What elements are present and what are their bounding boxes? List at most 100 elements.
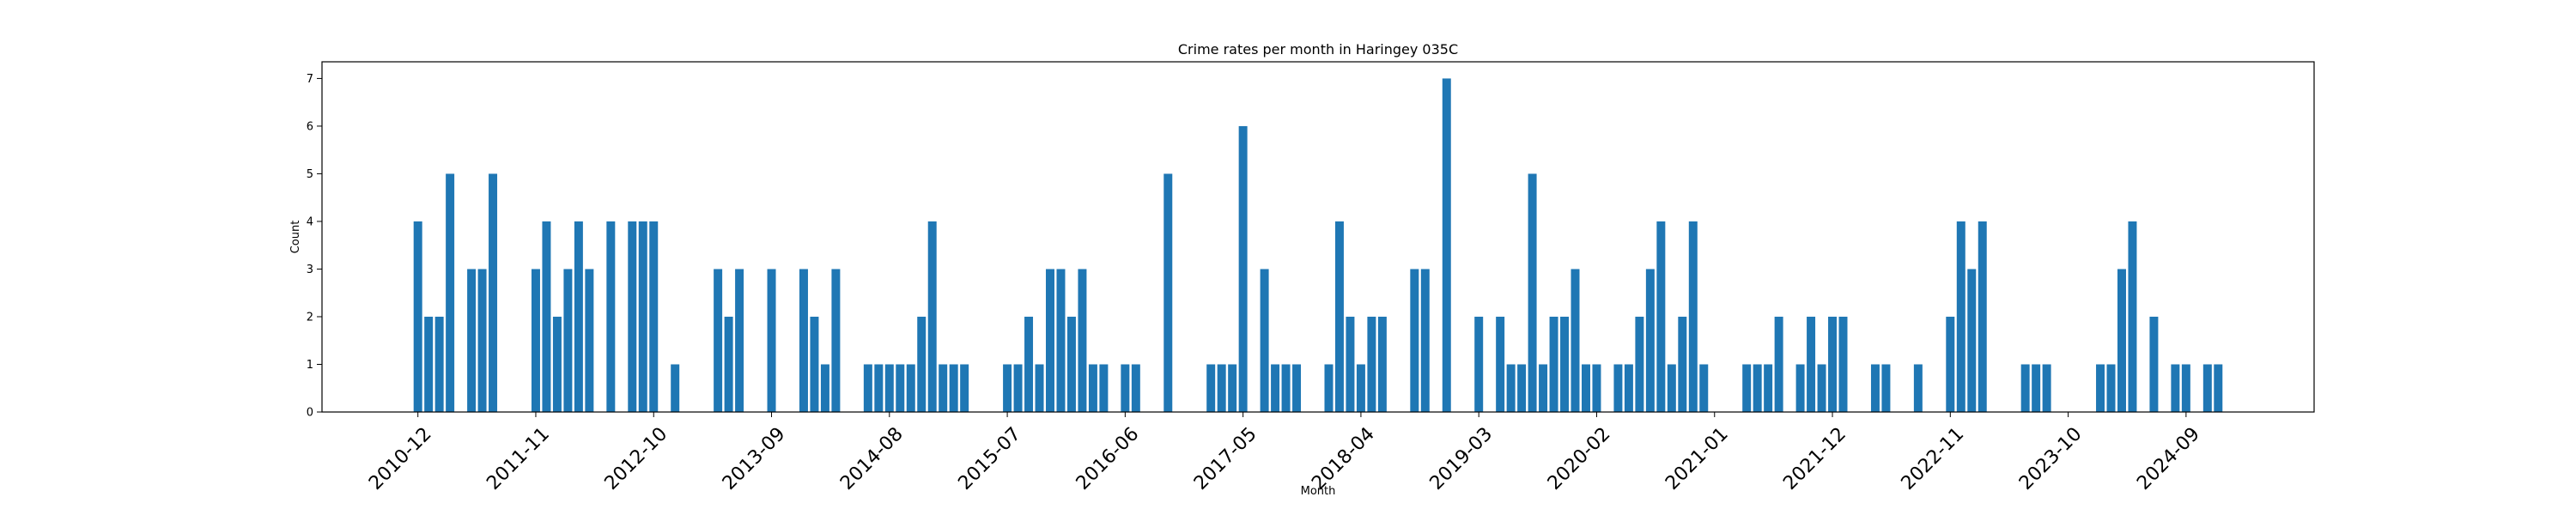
y-axis: 0 1 2 3 4 5 6 7: [307, 73, 322, 420]
bar-2021-09: [1795, 364, 1805, 412]
bar-2011-06: [477, 269, 487, 412]
bar-2024-11: [2202, 364, 2212, 412]
bar-2015-08: [1013, 364, 1023, 412]
bar-2012-09: [638, 221, 647, 412]
bar-2012-06: [606, 221, 616, 412]
bar-2013-12: [799, 269, 808, 412]
bar-2013-04: [714, 269, 723, 412]
bar-2019-11: [1560, 316, 1570, 412]
bar-2018-06: [1377, 316, 1387, 412]
bar-2017-03: [1217, 364, 1226, 412]
bar-2015-10: [1035, 364, 1044, 412]
bar-2023-07: [2032, 364, 2041, 412]
y-tick-label: 5: [307, 168, 313, 181]
bar-2019-06: [1506, 364, 1516, 412]
bar-2024-09: [2181, 364, 2190, 412]
bar-2012-01: [552, 316, 562, 412]
bar-2012-12: [671, 364, 680, 412]
bar-2021-04: [1742, 364, 1752, 412]
bar-2023-01: [1967, 269, 1977, 412]
bar-2017-10: [1292, 364, 1302, 412]
y-tick-label: 3: [307, 264, 313, 276]
x-tick-label: 2016-06: [1072, 423, 1144, 494]
bar-2016-04: [1099, 364, 1109, 412]
x-tick-label: 2024-09: [2133, 423, 2204, 494]
bar-2018-10: [1420, 269, 1430, 412]
bar-2020-11: [1688, 221, 1698, 412]
bar-2020-08: [1656, 221, 1666, 412]
x-tick-label: 2020-02: [1544, 423, 1615, 494]
x-tick-label: 2014-08: [836, 423, 908, 494]
bar-2017-05: [1238, 125, 1248, 412]
bar-2020-10: [1678, 316, 1687, 412]
bar-2019-03: [1474, 316, 1484, 412]
bar-2016-01: [1066, 316, 1076, 412]
bar-2015-09: [1024, 316, 1034, 412]
bar-2017-04: [1228, 364, 1237, 412]
bar-2019-05: [1496, 316, 1505, 412]
bar-2010-12: [413, 221, 422, 412]
bar-2021-05: [1753, 364, 1762, 412]
x-tick-label: 2021-12: [1779, 423, 1850, 494]
bar-2022-01: [1838, 316, 1848, 412]
y-tick-label: 6: [307, 120, 313, 133]
chart-title: Crime rates per month in Haringey 035C: [1178, 41, 1458, 58]
bar-2015-07: [1003, 364, 1012, 412]
bars-group: [413, 78, 2223, 413]
x-tick-label: 2022-11: [1898, 423, 1969, 494]
y-tick-label: 4: [307, 215, 313, 228]
bar-2014-02: [820, 364, 829, 412]
bar-2018-01: [1324, 364, 1334, 412]
bar-2021-11: [1817, 364, 1826, 412]
bar-2019-12: [1571, 269, 1580, 412]
bar-2024-06: [2149, 316, 2159, 412]
x-tick-label: 2017-05: [1190, 423, 1261, 494]
bar-2014-12: [927, 221, 937, 412]
bar-2015-12: [1056, 269, 1066, 412]
x-tick-label: 2012-10: [601, 423, 672, 494]
x-tick-label: 2011-11: [483, 423, 554, 494]
bar-2019-10: [1549, 316, 1558, 412]
bar-2022-05: [1881, 364, 1891, 412]
bar-2021-07: [1774, 316, 1783, 412]
bar-2016-02: [1078, 269, 1087, 412]
bar-2012-08: [628, 221, 637, 412]
x-tick-label: 2021-01: [1662, 423, 1733, 494]
bar-2012-04: [585, 269, 594, 412]
bar-2020-02: [1592, 364, 1601, 412]
bar-2020-01: [1582, 364, 1590, 412]
x-tick-label: 2018-04: [1308, 423, 1379, 494]
bar-2014-07: [874, 364, 884, 412]
bar-2017-07: [1260, 269, 1269, 412]
bar-2021-12: [1828, 316, 1838, 412]
bar-2013-09: [767, 269, 776, 412]
bar-2024-02: [2106, 364, 2116, 412]
x-axis-label: Month: [1301, 485, 1336, 498]
bar-2011-11: [531, 269, 540, 412]
bar-2014-01: [810, 316, 819, 412]
bar-2014-11: [917, 316, 927, 412]
bar-2014-08: [884, 364, 894, 412]
bar-2017-02: [1206, 364, 1216, 412]
bar-2020-04: [1613, 364, 1623, 412]
x-tick-label: 2010-12: [365, 423, 436, 494]
bar-2022-04: [1870, 364, 1880, 412]
bar-2020-07: [1645, 269, 1655, 412]
bar-2011-02: [434, 316, 444, 412]
bar-2018-12: [1442, 78, 1451, 413]
x-tick-label: 2019-03: [1426, 423, 1498, 494]
y-axis-label: Count: [289, 221, 302, 254]
bar-2018-04: [1356, 364, 1365, 412]
bar-2016-03: [1088, 364, 1097, 412]
bar-2022-11: [1946, 316, 1955, 412]
bar-2024-04: [2128, 221, 2137, 412]
bar-2014-06: [863, 364, 872, 412]
bar-2014-10: [906, 364, 915, 412]
bar-2011-03: [446, 173, 455, 412]
bar-2023-02: [1978, 221, 1987, 412]
bar-2014-09: [896, 364, 905, 412]
bar-2016-07: [1131, 364, 1140, 412]
bar-2020-06: [1635, 316, 1644, 412]
bar-2012-10: [649, 221, 659, 412]
